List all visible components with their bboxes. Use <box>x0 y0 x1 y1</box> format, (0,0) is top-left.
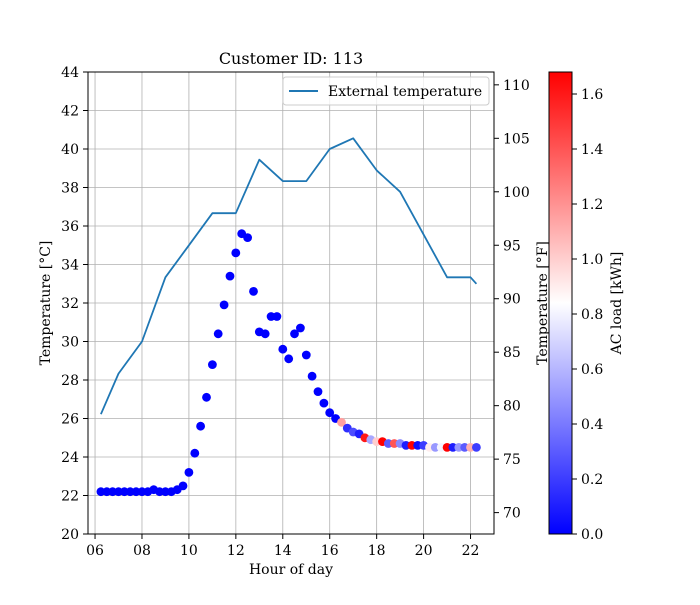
scatter-point <box>243 233 253 243</box>
colorbar: 0.0 0.2 0.4 0.6 0.8 1.0 1.2 1.4 1.6 AC load [kWh… <box>548 71 625 543</box>
y-tick-label: 28 <box>61 373 79 389</box>
scatter-point <box>231 248 241 258</box>
legend: External temperature <box>282 76 490 106</box>
scatter-point <box>190 448 200 458</box>
y2-tick-label: 100 <box>503 185 530 201</box>
colorbar-tick-label: 1.2 <box>581 197 603 213</box>
scatter-layer <box>96 229 481 497</box>
scatter-point <box>278 344 288 354</box>
scatter-point <box>249 287 258 296</box>
colorbar-tick-label: 1.4 <box>581 142 603 158</box>
y2-tick-label: 70 <box>503 506 521 522</box>
scatter-point <box>313 387 323 396</box>
x-tick-label: 16 <box>321 543 339 559</box>
colorbar-tick-label: 1.0 <box>581 252 603 268</box>
scatter-point <box>301 350 311 360</box>
x-tick-label: 10 <box>180 543 198 559</box>
y-tick-label: 24 <box>61 450 79 466</box>
scatter-point <box>196 421 206 431</box>
y-tick-label: 40 <box>61 142 79 158</box>
y2-tick-label: 95 <box>503 238 521 254</box>
scatter-point <box>202 392 211 402</box>
scatter-point <box>472 443 481 452</box>
colorbar-ticks: 0.0 0.2 0.4 0.6 0.8 1.0 1.2 1.4 1.6 <box>572 87 603 543</box>
scatter-point <box>272 312 282 321</box>
y-tick-label: 30 <box>61 335 79 351</box>
chart-title: Customer ID: 113 <box>219 49 363 68</box>
external-temperature-line <box>100 137 478 415</box>
scatter-point <box>337 417 346 427</box>
y2-tick-label: 75 <box>503 452 521 468</box>
y-axis-right-ticks: 70 75 80 85 90 95 100 105 110 <box>494 78 530 522</box>
scatter-point <box>260 329 270 339</box>
colorbar-label: AC load [kWh] <box>609 252 625 356</box>
scatter-point <box>208 360 217 369</box>
scatter-point <box>325 408 335 418</box>
scatter-point <box>213 329 223 339</box>
scatter-point <box>290 329 299 339</box>
scatter-point <box>178 481 188 491</box>
colorbar-tick-label: 0.6 <box>581 362 603 378</box>
scatter-point <box>319 398 329 408</box>
y-axis-left-label: Temperature [°C] <box>38 241 54 366</box>
colorbar-gradient <box>548 71 573 535</box>
scatter-point <box>184 468 194 477</box>
y-tick-label: 38 <box>61 181 79 197</box>
x-tick-label: 20 <box>415 543 433 559</box>
x-axis-ticks: 06 08 10 12 14 16 18 20 22 <box>86 534 479 559</box>
colorbar-tick-label: 0.0 <box>581 527 603 543</box>
x-tick-label: 12 <box>227 543 245 559</box>
x-tick-label: 18 <box>368 543 386 559</box>
y-tick-label: 26 <box>61 412 79 428</box>
y2-tick-label: 110 <box>503 78 530 94</box>
y2-tick-label: 80 <box>503 399 521 415</box>
y-tick-label: 22 <box>61 489 79 505</box>
legend-box <box>282 76 490 106</box>
scatter-point <box>225 271 235 281</box>
y-tick-label: 20 <box>61 527 79 543</box>
scatter-point <box>307 371 317 381</box>
y2-tick-label: 90 <box>503 292 521 308</box>
grid-layer <box>88 71 494 535</box>
y-axis-left-ticks: 20 22 24 26 28 30 32 34 36 38 40 42 44 <box>61 65 88 543</box>
x-tick-label: 22 <box>462 543 480 559</box>
y-tick-label: 34 <box>61 258 79 274</box>
colorbar-tick-label: 0.8 <box>581 307 603 323</box>
legend-entry-external-temperature: External temperature <box>328 84 482 100</box>
y2-tick-label: 105 <box>503 131 530 147</box>
x-tick-label: 14 <box>274 543 292 559</box>
y-tick-label: 36 <box>61 219 79 235</box>
scatter-point <box>219 300 229 310</box>
x-tick-label: 06 <box>86 543 104 559</box>
x-axis-label: Hour of day <box>249 562 333 578</box>
y-tick-label: 32 <box>61 296 79 312</box>
colorbar-tick-label: 0.2 <box>581 472 603 488</box>
y2-tick-label: 85 <box>503 345 521 361</box>
scatter-point <box>296 323 305 333</box>
colorbar-tick-label: 1.6 <box>581 87 603 103</box>
colorbar-tick-label: 0.4 <box>581 417 603 433</box>
scatter-point <box>284 354 294 364</box>
y-axis-right-label: Temperature [°F] <box>535 241 551 365</box>
y-tick-label: 42 <box>61 104 79 120</box>
external-temperature-line-layer <box>100 137 478 415</box>
y-tick-label: 44 <box>61 65 79 81</box>
x-tick-label: 08 <box>133 543 151 559</box>
